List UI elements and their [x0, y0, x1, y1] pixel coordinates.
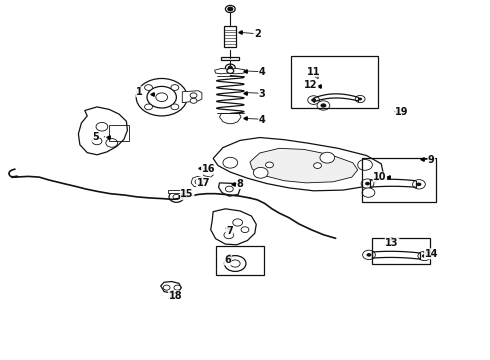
Text: 16: 16 [201, 164, 215, 174]
Bar [372, 238, 430, 264]
Text: 5: 5 [92, 132, 99, 142]
Text: 12: 12 [304, 80, 318, 90]
Text: 6: 6 [224, 255, 231, 265]
Circle shape [106, 139, 118, 147]
Polygon shape [202, 170, 214, 177]
Polygon shape [215, 68, 245, 74]
Circle shape [190, 98, 197, 103]
Text: 8: 8 [237, 179, 244, 189]
Circle shape [311, 98, 316, 102]
Polygon shape [78, 107, 127, 155]
Circle shape [96, 122, 108, 131]
Polygon shape [168, 190, 185, 193]
Polygon shape [250, 148, 358, 183]
Polygon shape [182, 91, 202, 103]
Circle shape [147, 86, 176, 108]
Polygon shape [211, 209, 256, 245]
Bar [109, 125, 129, 141]
Bar [362, 158, 436, 202]
Text: 4: 4 [259, 67, 266, 77]
Circle shape [145, 85, 152, 90]
Circle shape [241, 227, 249, 233]
Polygon shape [161, 282, 181, 293]
Text: 14: 14 [424, 249, 438, 259]
Circle shape [169, 192, 184, 202]
Circle shape [136, 78, 187, 116]
Circle shape [225, 5, 235, 13]
Polygon shape [191, 176, 206, 187]
Circle shape [418, 251, 431, 261]
Bar [224, 26, 236, 47]
Text: 18: 18 [169, 291, 182, 301]
Circle shape [358, 98, 362, 100]
Circle shape [362, 188, 375, 197]
Circle shape [228, 7, 233, 11]
Circle shape [233, 219, 243, 226]
Circle shape [190, 93, 197, 98]
Circle shape [173, 194, 180, 199]
Circle shape [320, 103, 326, 108]
Circle shape [227, 68, 234, 73]
Circle shape [224, 256, 246, 271]
Circle shape [361, 179, 374, 188]
Circle shape [163, 285, 170, 290]
Text: 9: 9 [428, 155, 435, 165]
Text: 19: 19 [395, 107, 409, 117]
Text: 1: 1 [136, 87, 143, 97]
Bar [291, 56, 378, 108]
Polygon shape [220, 113, 241, 124]
Text: 4: 4 [259, 114, 266, 125]
Circle shape [224, 231, 234, 239]
Circle shape [195, 179, 203, 185]
Circle shape [358, 159, 372, 170]
Text: 7: 7 [226, 226, 233, 236]
Bar [216, 246, 264, 275]
Text: 10: 10 [373, 172, 387, 182]
Circle shape [308, 96, 319, 104]
Circle shape [223, 157, 238, 168]
Text: 13: 13 [385, 238, 399, 248]
Circle shape [145, 104, 152, 110]
Text: 3: 3 [259, 89, 266, 99]
Circle shape [320, 152, 335, 163]
Circle shape [413, 180, 425, 189]
Circle shape [174, 285, 181, 290]
Circle shape [230, 260, 240, 267]
Text: 15: 15 [180, 189, 194, 199]
Circle shape [363, 250, 375, 260]
Polygon shape [219, 183, 240, 196]
Circle shape [92, 138, 102, 145]
Circle shape [314, 163, 321, 168]
Circle shape [253, 167, 268, 178]
Text: 11: 11 [307, 67, 320, 77]
Circle shape [228, 66, 232, 69]
Text: 17: 17 [196, 177, 210, 188]
Circle shape [225, 186, 233, 192]
Bar [221, 57, 239, 60]
Circle shape [416, 183, 421, 186]
Circle shape [171, 104, 179, 110]
Text: 2: 2 [254, 29, 261, 39]
Polygon shape [213, 138, 383, 191]
Circle shape [317, 101, 330, 110]
Circle shape [367, 253, 371, 257]
Circle shape [365, 182, 370, 185]
Circle shape [266, 162, 273, 168]
Circle shape [156, 93, 168, 102]
Circle shape [355, 95, 365, 103]
Circle shape [171, 85, 179, 90]
Circle shape [225, 64, 235, 71]
Circle shape [422, 254, 427, 258]
